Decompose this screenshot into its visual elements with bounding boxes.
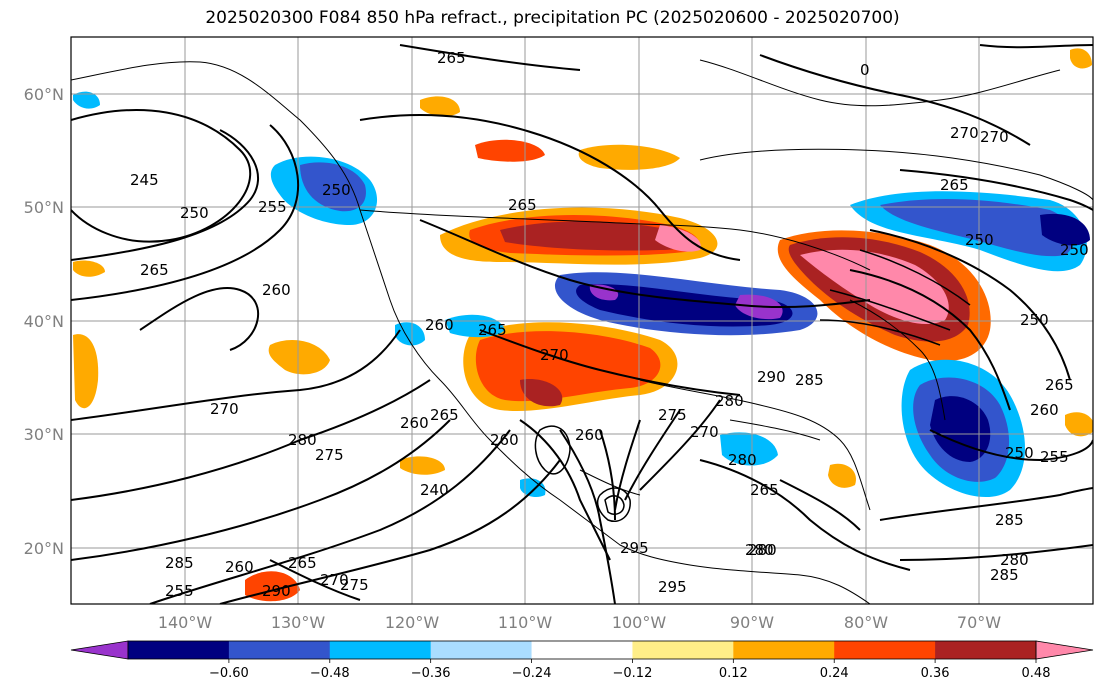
colorbar-swatch	[329, 641, 432, 659]
colorbar-tick-label: −0.36	[411, 666, 451, 681]
lon-tick-label: 80°W	[844, 613, 888, 632]
contour-label: 255	[1040, 448, 1069, 466]
colorbar-swatch	[430, 641, 533, 659]
contour-label: 260	[225, 558, 254, 576]
contour-label: 280	[715, 392, 744, 410]
contour-label: 280	[288, 431, 317, 449]
lon-tick-label: 70°W	[957, 613, 1001, 632]
colorbar-tick-label: 0.48	[1022, 666, 1051, 681]
lon-tick-label: 100°W	[612, 613, 667, 632]
lat-axis: 60°N 50°N 40°N 30°N 20°N	[24, 85, 64, 558]
colorbar-swatch	[228, 641, 331, 659]
contour-label: 255	[258, 198, 287, 216]
contour-label: 0	[860, 61, 870, 79]
contour-label: 260	[262, 281, 291, 299]
contour-label: 270	[320, 571, 349, 589]
contour-label: 270	[950, 124, 979, 142]
contour-label: 295	[620, 539, 649, 557]
contour-label: 265	[478, 321, 507, 339]
contour-label: 265	[437, 49, 466, 67]
coastlines	[71, 59, 1093, 604]
contour-label: 285	[165, 554, 194, 572]
contour-label: 280	[728, 451, 757, 469]
contour-label: 265	[430, 406, 459, 424]
colorbar-swatch	[632, 641, 734, 659]
colorbar-tick-label: −0.60	[209, 666, 249, 681]
contour-label: 290	[262, 582, 291, 600]
contour-label: 285	[990, 566, 1019, 584]
colorbar-swatch	[733, 641, 835, 659]
lon-tick-label: 120°W	[385, 613, 440, 632]
contours-dense	[534, 249, 971, 522]
contour-label: 265	[288, 554, 317, 572]
contour-label: 265	[940, 176, 969, 194]
lat-tick-label: 30°N	[24, 425, 64, 444]
contour-label: 260	[400, 414, 429, 432]
contour-label: 260	[490, 431, 519, 449]
map-title: 2025020300 F084 850 hPa refract., precip…	[205, 8, 900, 28]
contours	[71, 44, 1093, 604]
colorbar-swatch	[935, 641, 1037, 659]
contour-label: 275	[340, 576, 369, 594]
contour-label: 280	[1000, 551, 1029, 569]
colorbar-tick-label: −0.12	[613, 666, 653, 681]
contour-label: 250	[1020, 311, 1049, 329]
contour-label: 270	[690, 423, 719, 441]
colorbar-swatch	[834, 641, 936, 659]
plot-frame	[70, 36, 1094, 605]
contour-label: 260	[425, 316, 454, 334]
colorbar-tick-label: 0.24	[820, 666, 849, 681]
contour-label: 285	[995, 511, 1024, 529]
contour-label: 275	[658, 406, 687, 424]
colorbar-tick-label: 0.12	[719, 666, 748, 681]
contour-label: 275	[315, 446, 344, 464]
contour-label: 270	[540, 346, 569, 364]
colorbar-extend-low	[70, 640, 129, 660]
lat-tick-label: 20°N	[24, 539, 64, 558]
colorbar-extend-high	[1035, 640, 1094, 660]
contour-label: 250	[180, 204, 209, 222]
contour-label: 290	[757, 368, 786, 386]
contour-label: 260	[575, 426, 604, 444]
lat-tick-label: 60°N	[24, 85, 64, 104]
contour-label: 265	[1045, 376, 1074, 394]
contour-label: 240	[420, 481, 449, 499]
contour-label: 280	[748, 541, 777, 559]
contour-label: 250	[322, 181, 351, 199]
contour-label: 250	[1005, 444, 1034, 462]
colorbar-swatch	[531, 641, 633, 659]
lon-tick-label: 110°W	[498, 613, 553, 632]
contour-label: 250	[1060, 241, 1089, 259]
contour-label: 265	[140, 261, 169, 279]
contour-label: 265	[508, 196, 537, 214]
contour-label: 280	[745, 541, 774, 559]
contour-label: 250	[965, 231, 994, 249]
contour-label: 270	[980, 128, 1009, 146]
contour-label: 260	[1030, 401, 1059, 419]
lon-tick-label: 130°W	[271, 613, 326, 632]
contour-label: 245	[130, 171, 159, 189]
contour-label: 255	[165, 582, 194, 600]
contour-label: 265	[750, 481, 779, 499]
colorbar-frame	[127, 640, 1037, 660]
colorbar-tick-label: −0.48	[310, 666, 350, 681]
contour-label: 285	[795, 371, 824, 389]
colorbar-tick-label: −0.24	[512, 666, 552, 681]
lon-tick-label: 90°W	[730, 613, 774, 632]
colorbar: −0.60 −0.48 −0.36 −0.24 −0.12 0.12 0.24 0.36 0.4…	[70, 640, 1094, 681]
contour-label: 295	[658, 578, 687, 596]
lat-tick-label: 40°N	[24, 312, 64, 331]
contour-label: 270	[210, 400, 239, 418]
graticule	[71, 37, 1093, 604]
lon-axis: 140°W 130°W 120°W 110°W 100°W 90°W 80°W …	[158, 613, 1001, 632]
contour-labels: 265 270 245 250 265 260 255 250 265 260 …	[130, 49, 1089, 600]
lon-tick-label: 140°W	[158, 613, 213, 632]
lat-tick-label: 50°N	[24, 198, 64, 217]
colorbar-tick-label: 0.36	[921, 666, 950, 681]
colorbar-swatch	[128, 641, 230, 659]
